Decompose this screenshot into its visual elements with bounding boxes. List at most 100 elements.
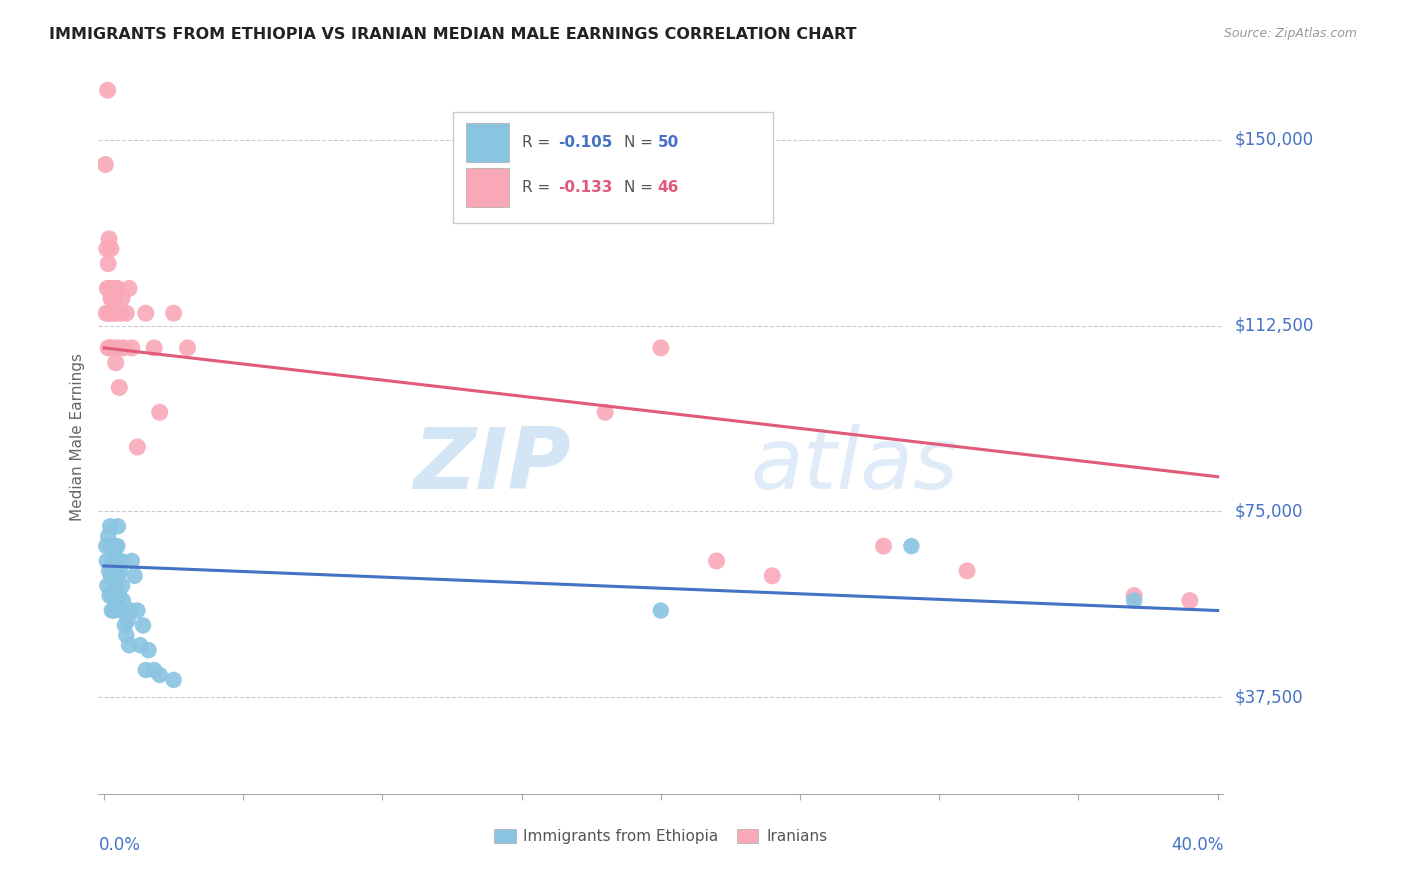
Point [107,519,129,533]
Point [1123,593,1146,607]
Point [101,539,124,553]
FancyBboxPatch shape [467,168,509,207]
Point [100,539,122,553]
Point [96,579,118,593]
Point [104,356,127,370]
Text: $75,000: $75,000 [1234,502,1303,520]
Text: 46: 46 [658,180,679,194]
Point [104,539,127,553]
Point [97,529,120,543]
Point [650,603,672,617]
Y-axis label: Median Male Earnings: Median Male Earnings [69,353,84,521]
Point [115,628,138,642]
Point [105,589,128,603]
Point [108,380,131,394]
Point [900,539,922,553]
Point [98,306,121,320]
Point [101,291,124,305]
Text: atlas: atlas [751,424,959,508]
Text: Source: ZipAtlas.com: Source: ZipAtlas.com [1223,27,1357,40]
Point [101,341,124,355]
Point [706,554,728,568]
Point [101,603,124,617]
Point [100,569,122,583]
Point [107,569,129,583]
Point [1178,593,1201,607]
Point [1123,589,1146,603]
Point [101,554,124,568]
Point [97,257,120,271]
Point [104,291,127,305]
Point [98,519,121,533]
Point [105,306,128,320]
Point [121,554,143,568]
Point [97,341,120,355]
Point [110,603,132,617]
Point [94,157,117,171]
Text: 50: 50 [658,135,679,150]
Point [115,306,138,320]
Point [129,638,152,652]
Point [96,554,118,568]
Point [105,539,128,553]
Text: -0.133: -0.133 [558,180,613,194]
Point [103,554,125,568]
Point [97,83,120,97]
Point [127,440,149,454]
Point [104,579,127,593]
Text: N =: N = [624,180,658,194]
Point [98,564,121,578]
Point [149,405,172,419]
Point [761,569,783,583]
Point [112,603,135,617]
Point [108,564,131,578]
Point [118,281,141,295]
Text: ZIP: ZIP [413,424,571,508]
Text: -0.105: -0.105 [558,135,613,150]
Point [117,614,139,628]
Point [111,593,134,607]
Point [98,232,121,246]
Point [120,603,142,617]
Point [108,589,131,603]
Text: 0.0%: 0.0% [98,836,141,854]
Point [103,603,125,617]
Point [105,281,128,295]
Point [176,341,198,355]
Point [101,569,124,583]
Point [135,306,157,320]
Point [107,554,129,568]
Point [121,341,143,355]
Point [138,643,160,657]
Point [162,306,184,320]
Text: R =: R = [523,180,555,194]
Point [127,603,149,617]
Legend: Immigrants from Ethiopia, Iranians: Immigrants from Ethiopia, Iranians [488,823,834,850]
Point [96,539,118,553]
Point [101,589,124,603]
Point [110,554,132,568]
Point [104,593,127,607]
Point [100,291,122,305]
Point [101,281,124,295]
Point [118,638,141,652]
Point [96,242,118,256]
Text: $37,500: $37,500 [1234,689,1303,706]
Point [111,579,134,593]
Point [143,663,166,677]
Point [124,569,146,583]
Point [593,405,616,419]
Point [103,306,125,320]
Text: IMMIGRANTS FROM ETHIOPIA VS IRANIAN MEDIAN MALE EARNINGS CORRELATION CHART: IMMIGRANTS FROM ETHIOPIA VS IRANIAN MEDI… [49,27,856,42]
Point [149,668,172,682]
Point [103,281,125,295]
FancyBboxPatch shape [453,112,773,223]
Point [100,242,122,256]
Point [98,589,121,603]
Text: R =: R = [523,135,555,150]
Point [98,306,121,320]
Point [107,341,129,355]
Point [114,618,136,632]
Point [650,341,672,355]
Point [100,341,122,355]
